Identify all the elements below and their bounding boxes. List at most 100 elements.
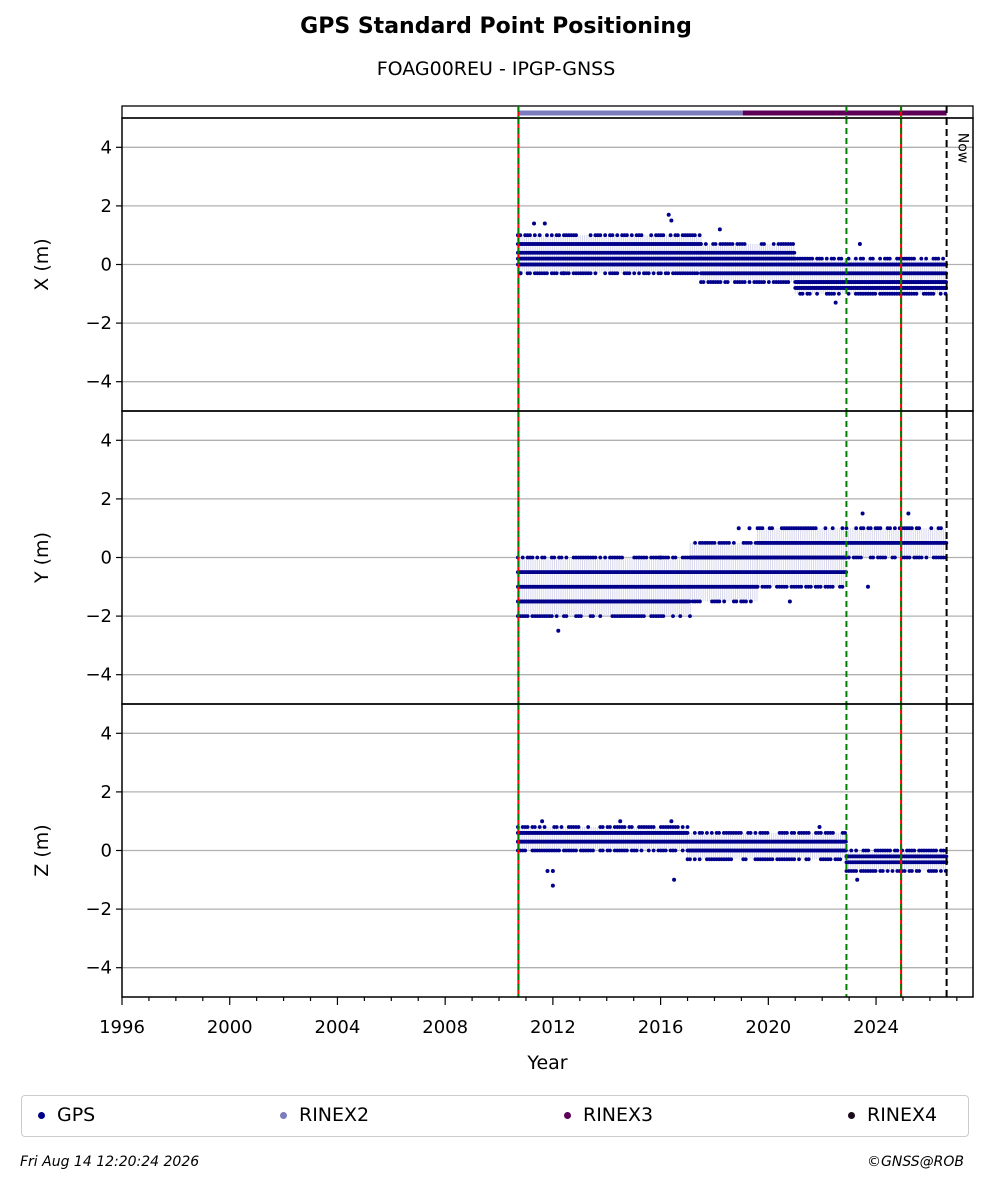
- data-point: [549, 614, 554, 618]
- data-point: [675, 233, 680, 238]
- data-point: [766, 280, 771, 284]
- data-point: [535, 555, 540, 560]
- data-point: [767, 584, 772, 589]
- data-point: [644, 555, 649, 560]
- data-point: [709, 831, 714, 835]
- data-point: [878, 256, 882, 261]
- data-point: [939, 526, 943, 531]
- data-point: [651, 271, 656, 276]
- data-point: [671, 614, 675, 618]
- data-point: [717, 599, 722, 604]
- data-point: [598, 233, 603, 238]
- data-point: [625, 233, 629, 238]
- data-point: [806, 857, 811, 862]
- data-point: [941, 256, 946, 261]
- data-point: [861, 526, 866, 531]
- data-point: [717, 227, 722, 232]
- data-point: [557, 848, 561, 853]
- data-point: [734, 599, 739, 604]
- data-point: [549, 233, 554, 238]
- data-point: [929, 526, 934, 531]
- data-point: [832, 291, 836, 296]
- data-point: [588, 233, 593, 238]
- data-point: [525, 614, 530, 618]
- data-point: [615, 271, 620, 276]
- data-point: [666, 555, 671, 560]
- data-point: [936, 256, 941, 261]
- data-point: [717, 831, 721, 835]
- data-point: [718, 280, 723, 284]
- data-point: [860, 511, 865, 516]
- data-point: [887, 256, 892, 261]
- data-point: [622, 825, 627, 829]
- data-point: [810, 256, 815, 261]
- data-point: [600, 848, 605, 853]
- data-point: [561, 271, 566, 276]
- data-point: [603, 233, 608, 238]
- data-point: [787, 599, 792, 604]
- data-point: [687, 599, 692, 604]
- panel-y: 4 2 0 −2 −4 Y (m): [31, 410, 974, 705]
- data-point: [792, 857, 797, 862]
- data-point: [797, 857, 801, 862]
- data-point: [883, 555, 888, 560]
- data-point: [552, 555, 557, 560]
- data-point: [833, 300, 838, 305]
- data-point: [692, 831, 697, 835]
- data-point: [637, 271, 641, 276]
- data-point: [731, 540, 736, 545]
- y-tick-label: −2: [85, 899, 112, 920]
- data-point: [615, 233, 620, 238]
- data-point: [712, 540, 717, 545]
- data-point: [673, 555, 678, 560]
- data-point: [663, 848, 668, 853]
- data-point: [931, 291, 936, 296]
- data-point: [620, 555, 624, 560]
- data-point: [530, 555, 535, 560]
- data-point: [532, 221, 537, 226]
- data-point: [556, 628, 561, 633]
- data-point: [815, 291, 819, 296]
- data-point: [799, 584, 804, 589]
- data-point: [700, 831, 704, 835]
- data-point: [870, 256, 875, 261]
- data-point: [924, 555, 929, 560]
- y-tick-label: −4: [85, 372, 112, 393]
- data-point: [574, 848, 578, 853]
- data-point: [598, 614, 603, 618]
- data-point: [557, 233, 561, 238]
- data-point: [537, 825, 542, 829]
- data-point: [586, 825, 591, 829]
- data-point: [699, 242, 703, 246]
- data-point: [840, 584, 845, 589]
- data-point: [669, 218, 674, 223]
- y-tick-label: −4: [85, 665, 112, 686]
- data-point: [713, 242, 718, 246]
- y-tick-label: 4: [101, 137, 112, 158]
- data-point: [823, 526, 828, 531]
- data-point: [938, 291, 943, 296]
- data-point: [800, 291, 805, 296]
- data-point: [748, 599, 753, 604]
- data-point: [593, 555, 598, 560]
- data-point: [598, 555, 603, 560]
- data-point: [792, 250, 797, 255]
- data-point: [603, 271, 608, 276]
- data-point: [828, 857, 833, 862]
- data-point: [649, 233, 654, 238]
- chart-title: GPS Standard Point Positioning: [300, 14, 692, 39]
- data-point: [608, 848, 612, 853]
- data-point: [528, 233, 532, 238]
- data-point: [673, 848, 678, 853]
- data-point: [564, 555, 569, 560]
- data-point: [545, 271, 549, 276]
- y-tick-label: 0: [101, 255, 112, 276]
- y-tick-label: 0: [101, 841, 112, 862]
- y-tick-label: 0: [101, 548, 112, 569]
- data-point: [554, 271, 559, 276]
- data-point: [532, 825, 537, 829]
- data-point: [736, 526, 741, 531]
- data-point: [747, 526, 752, 531]
- gnss-time-series-chart: 420−2−4X (m)420−2−4Y (m)420−2−4Z (m)Now1…: [31, 105, 974, 1074]
